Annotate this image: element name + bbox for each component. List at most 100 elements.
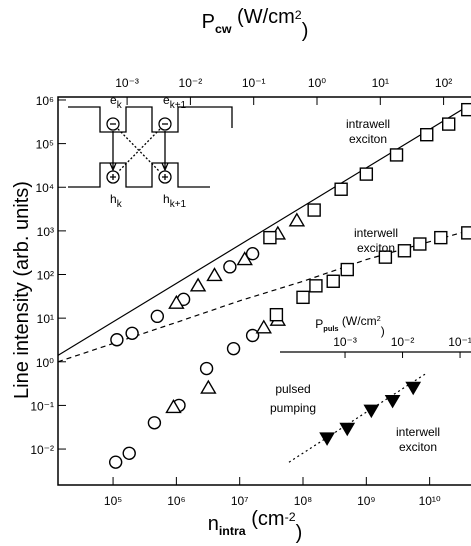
data-point xyxy=(340,262,354,277)
data-point xyxy=(165,399,182,414)
data-point xyxy=(168,294,185,309)
data-point xyxy=(200,379,217,394)
x2-tick-label: 10⁻² xyxy=(179,76,203,90)
data-point xyxy=(442,117,456,131)
label-part: cw xyxy=(215,22,232,36)
annotation: pulsed xyxy=(275,382,310,396)
label-part: (W/cm xyxy=(339,314,377,328)
data-point xyxy=(110,333,124,347)
data-point xyxy=(334,182,348,196)
diagram-label: ek+1 xyxy=(163,93,187,111)
well-diagram xyxy=(68,106,233,188)
indirect-transition xyxy=(117,128,161,173)
data-point xyxy=(434,230,448,245)
data-point xyxy=(226,341,241,356)
data-point xyxy=(255,319,272,334)
data-point xyxy=(269,307,284,322)
x-axis-title: nintra (cm-2) xyxy=(208,508,303,544)
y-tick-label: 10⁻¹ xyxy=(30,399,54,413)
inset-tick-label: 10⁻³ xyxy=(333,335,357,349)
data-point xyxy=(245,328,260,343)
diagram-label: ek xyxy=(110,93,123,111)
top-axis-title: Pcw (W/cm2) xyxy=(202,6,309,42)
plot-frame xyxy=(57,96,471,486)
data-point xyxy=(122,446,136,460)
label-part: P xyxy=(202,11,215,33)
valence-band xyxy=(68,162,210,188)
label-part: 2 xyxy=(377,314,381,323)
x2-tick-label: 10⁰ xyxy=(308,76,326,90)
label-base: e xyxy=(163,93,170,107)
label-part: (cm xyxy=(246,508,285,530)
data-point xyxy=(296,290,310,305)
annotation: intrawell xyxy=(346,117,390,131)
x2-tick-label: 10⁻³ xyxy=(115,76,139,90)
electron xyxy=(106,117,120,131)
data-point xyxy=(384,394,401,409)
label-sub: k+1 xyxy=(170,199,187,210)
data-point xyxy=(309,279,323,293)
label-part: 2 xyxy=(295,8,302,22)
label-part: (W/cm xyxy=(231,6,294,28)
direct-transition xyxy=(109,131,169,172)
data-point xyxy=(339,422,356,437)
label-part: P xyxy=(315,317,323,331)
data-point xyxy=(420,128,434,142)
y-tick-label: 10⁻² xyxy=(30,443,54,457)
x2-tick-label: 10¹ xyxy=(372,76,389,90)
data-point xyxy=(405,381,422,396)
inset-tick-label: 10⁻¹ xyxy=(448,335,471,349)
annotation: interwell xyxy=(354,226,398,240)
data-point xyxy=(461,226,471,240)
y-tick-label: 10⁶ xyxy=(36,94,54,108)
y-tick-label: 10⁴ xyxy=(35,181,54,195)
data-point xyxy=(206,267,223,282)
plus-sign xyxy=(162,174,168,180)
plus-sign xyxy=(110,174,116,180)
label-part: n xyxy=(208,513,219,535)
annotation: pumping xyxy=(270,401,316,415)
x-tick-label: 10⁷ xyxy=(231,494,249,508)
label-sub: k+1 xyxy=(170,100,187,111)
y-tick-label: 10³ xyxy=(37,225,54,239)
data-point xyxy=(150,309,165,324)
data-point xyxy=(378,250,393,264)
x-tick-label: 10¹⁰ xyxy=(419,494,441,508)
electron xyxy=(158,117,172,131)
inset-axis-title: Ppuls (W/cm2) xyxy=(315,314,384,338)
label-part: puls xyxy=(323,324,338,333)
y-tick-label: 10¹ xyxy=(37,312,54,326)
x2-tick-label: 10⁻¹ xyxy=(242,76,266,90)
data-point xyxy=(413,237,427,251)
data-point xyxy=(461,102,471,117)
x-tick-label: 10⁸ xyxy=(294,494,312,508)
data-point xyxy=(326,274,340,288)
inset-tick-label: 10⁻² xyxy=(391,335,415,349)
x-tick-label: 10⁵ xyxy=(104,494,122,508)
data-point xyxy=(189,277,207,292)
label-base: h xyxy=(110,192,117,206)
annotation: exciton xyxy=(349,132,387,146)
fit-line xyxy=(288,372,428,463)
data-point xyxy=(263,230,277,245)
data-point xyxy=(125,326,139,340)
diagram-label: hk+1 xyxy=(163,192,187,210)
data-point xyxy=(363,404,380,419)
data-point xyxy=(359,167,374,181)
data-point xyxy=(389,148,404,162)
x-tick-label: 10⁹ xyxy=(357,494,376,508)
label-base: e xyxy=(110,93,117,107)
annotation: exciton xyxy=(399,440,437,454)
data-point xyxy=(319,432,335,446)
label-part: ) xyxy=(381,324,385,338)
y-tick-label: 10² xyxy=(37,269,54,283)
y-tick-label: 10⁵ xyxy=(36,138,54,152)
label-base: h xyxy=(163,192,170,206)
x-tick-label: 10⁶ xyxy=(167,494,185,508)
diagram-label: hk xyxy=(110,192,123,210)
fit-line xyxy=(57,103,471,356)
data-point xyxy=(288,212,306,227)
y-tick-label: 10⁰ xyxy=(36,356,54,370)
data-point xyxy=(236,251,253,266)
